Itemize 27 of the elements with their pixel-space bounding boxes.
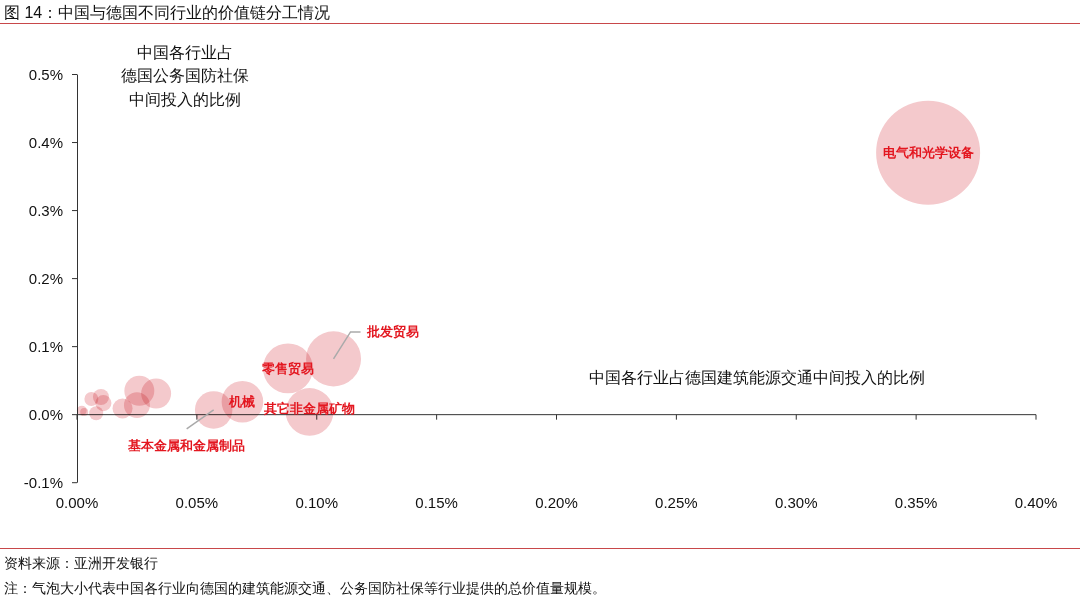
x-tick-label: 0.25% [655,493,698,511]
x-tick-label: 0.40% [1014,493,1058,511]
chart-title: 图 14：中国与德国不同行业的价值链分工情况 [4,4,331,21]
annotation: 批发贸易 [365,324,419,340]
text: 注：气泡大小代表中国各行业向德国的建筑能源交通、公务国防社保等行业提供的总价值量规模。 [4,579,606,596]
annotation: 机械 [228,394,256,410]
text: 资料来源：亚洲开发银行 [4,554,158,571]
annotation: 电气和光学设备 [882,145,974,161]
y-tick-label: 0.0% [28,405,63,423]
x-tick-label: 0.00% [55,493,99,511]
x-tick-label: 0.35% [894,493,938,511]
annotation: 零售贸易 [260,360,314,376]
x-tick-label: 0.30% [774,493,818,511]
y-tick-label: 0.2% [28,269,63,287]
y-tick-label: 0.4% [28,133,63,151]
y-tick-label: 0.3% [28,201,63,219]
y-axis-title: 中国各行业占德国公务国防社保中间投入的比例 [121,43,249,108]
y-tick-label: -0.1% [23,473,63,491]
x-axis-title: 中国各行业占德国建筑能源交通中间投入的比例 [588,368,925,386]
x-tick-label: 0.15% [415,493,458,511]
annotation: 其它非金属矿物 [263,401,356,417]
x-tick-label: 0.05% [175,493,219,511]
y-tick-label: 0.5% [28,65,63,83]
annotation: 基本金属和金属制品 [127,438,246,454]
y-tick-label: 0.1% [28,337,63,355]
x-tick-label: 0.10% [295,493,339,511]
x-tick-label: 0.20% [535,493,578,511]
